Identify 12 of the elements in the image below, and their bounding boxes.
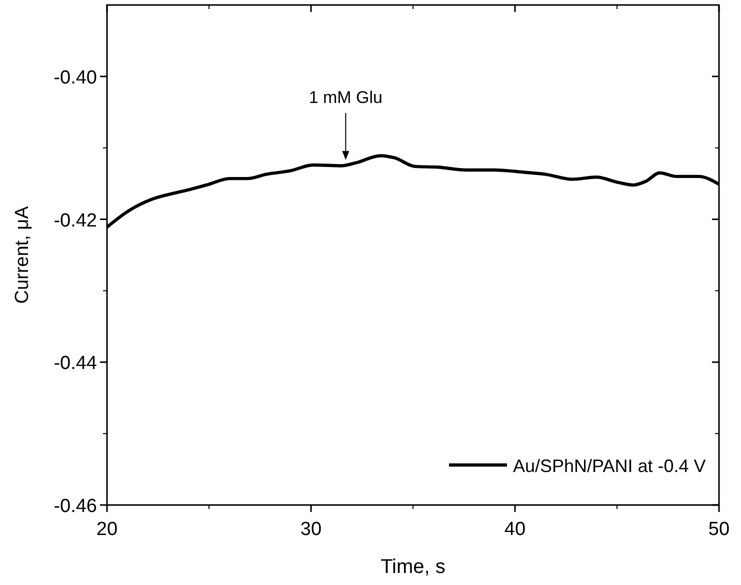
x-tick-label: 40 bbox=[504, 519, 526, 540]
x-tick-label: 50 bbox=[708, 519, 730, 540]
y-tick-label: -0.44 bbox=[54, 353, 98, 374]
legend-label: Au/SPhN/PANI at -0.4 V bbox=[513, 456, 706, 476]
x-axis-title: Time, s bbox=[380, 556, 446, 578]
y-tick-label: -0.46 bbox=[54, 496, 97, 517]
annotation: 1 mM Glu bbox=[308, 88, 383, 107]
y-tick-label: -0.42 bbox=[54, 210, 97, 232]
y-tick-label: -0.40 bbox=[54, 67, 97, 88]
y-axis-title: Current, μA bbox=[12, 206, 33, 304]
x-tick-label: 30 bbox=[300, 519, 322, 540]
x-tick-label: 20 bbox=[96, 519, 118, 540]
